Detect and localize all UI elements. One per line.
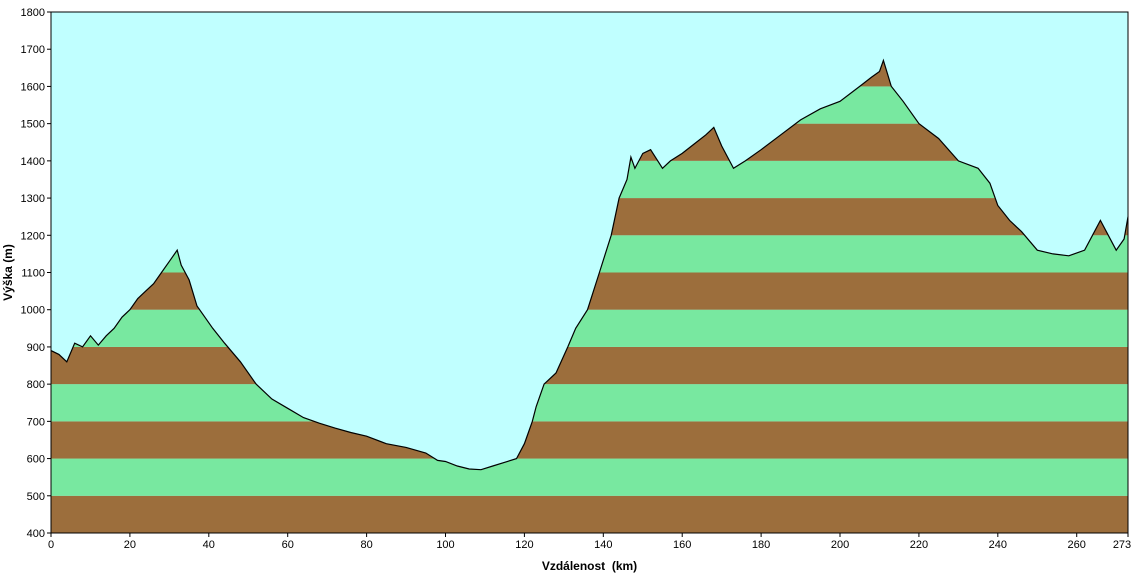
x-tick-label: 0 [48, 539, 54, 551]
y-tick-label: 1600 [21, 81, 45, 93]
x-axis: 0 20 40 60 80 100 120 140 160 180 200 220 240 260 273 [48, 533, 1131, 551]
x-tick-label: 20 [124, 539, 136, 551]
y-tick-label: 1100 [21, 268, 45, 280]
x-tick-label: 120 [515, 539, 533, 551]
x-axis-title: Vzdálenost (km) [542, 559, 637, 573]
x-tick-label: 80 [360, 539, 372, 551]
y-tick-label: 900 [27, 342, 45, 354]
y-tick-label: 800 [27, 379, 45, 391]
x-tick-label: 200 [831, 539, 849, 551]
y-tick-label: 400 [27, 528, 45, 540]
elevation-band [51, 458, 1128, 496]
elevation-band [51, 495, 1128, 533]
x-tick-label: 40 [203, 539, 215, 551]
elevation-line [50, 58, 1129, 471]
y-tick-label: 700 [27, 416, 45, 428]
x-tick-label: 260 [1068, 539, 1086, 551]
y-tick-label: 1300 [21, 193, 45, 205]
x-tick-label: 160 [673, 539, 691, 551]
y-tick-label: 1500 [21, 119, 45, 131]
x-tick-label: 180 [752, 539, 770, 551]
x-tick-label: 60 [282, 539, 294, 551]
x-tick-label: 220 [910, 539, 928, 551]
y-tick-label: 500 [27, 491, 45, 503]
elevation-band [51, 384, 1128, 422]
y-tick-label: 1200 [21, 230, 45, 242]
y-tick-label: 1000 [21, 305, 45, 317]
x-tick-label: 100 [436, 539, 454, 551]
x-tick-label: 140 [594, 539, 612, 551]
x-tick-label: 240 [989, 539, 1007, 551]
y-tick-label: 1700 [21, 44, 45, 56]
y-axis: 400 500 600 700 800 900 1000 1100 1200 1300 1400 15… [21, 7, 51, 540]
y-axis-title: Výška (m) [1, 244, 15, 301]
y-tick-label: 600 [27, 454, 45, 466]
y-tick-label: 1800 [21, 7, 45, 19]
elevation-band [51, 421, 1128, 459]
y-tick-label: 1400 [21, 156, 45, 168]
elevation-band [51, 346, 1128, 385]
x-tick-label: 273 [1113, 539, 1131, 551]
